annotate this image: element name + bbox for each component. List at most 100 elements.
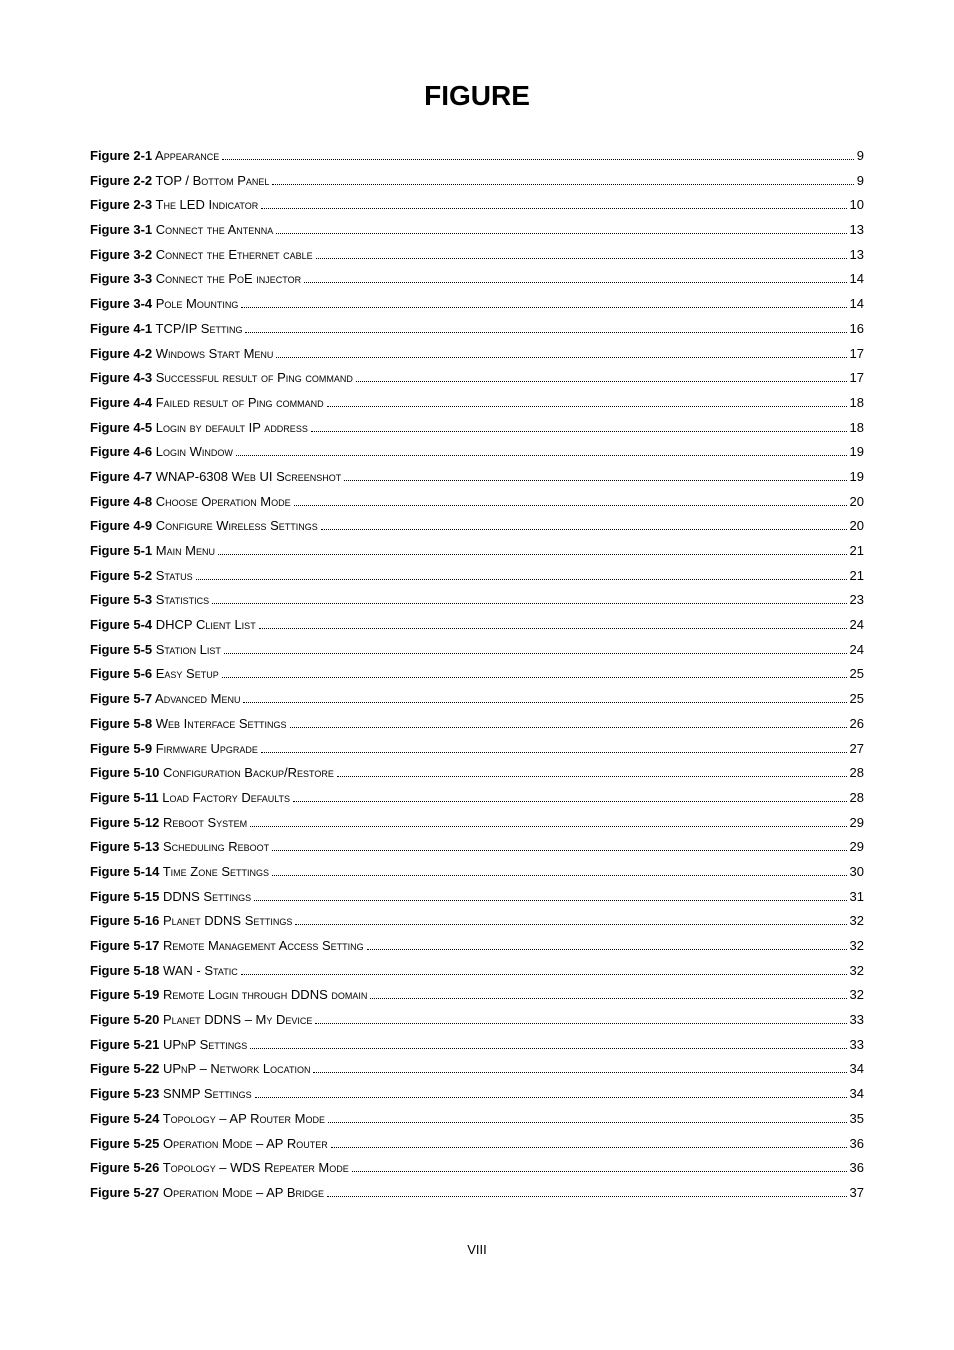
toc-leader-dots (337, 776, 847, 777)
toc-entry: Figure 4-1 TCP/IP Setting16 (90, 317, 864, 342)
toc-text: Topology – WDS Repeater Mode (159, 1160, 348, 1175)
toc-label: Figure 5-10 Configuration Backup/Restore (90, 761, 334, 786)
toc-leader-dots (276, 233, 846, 234)
toc-entry: Figure 3-1 Connect the Antenna13 (90, 218, 864, 243)
toc-text: Scheduling Reboot (159, 839, 269, 854)
toc-leader-dots (272, 850, 846, 851)
toc-leader-dots (243, 702, 846, 703)
toc-leader-dots (212, 603, 846, 604)
toc-leader-dots (352, 1171, 847, 1172)
toc-entry: Figure 5-7 Advanced Menu 25 (90, 687, 864, 712)
toc-entry: Figure 5-23 SNMP Settings34 (90, 1082, 864, 1107)
toc-entry: Figure 5-21 UPnP Settings33 (90, 1033, 864, 1058)
toc-page-number: 28 (850, 786, 864, 811)
toc-prefix: Figure 5-9 (90, 741, 152, 756)
toc-entry: Figure 4-3 Successful result of Ping com… (90, 366, 864, 391)
toc-page-number: 37 (850, 1181, 864, 1206)
toc-page-number: 24 (850, 638, 864, 663)
toc-prefix: Figure 5-22 (90, 1061, 159, 1076)
toc-page-number: 25 (850, 687, 864, 712)
toc-leader-dots (356, 381, 847, 382)
toc-entry: Figure 3-3 Connect the PoE injector14 (90, 267, 864, 292)
toc-page-number: 19 (850, 465, 864, 490)
toc-prefix: Figure 2-2 (90, 173, 152, 188)
toc-entry: Figure 4-9 Configure Wireless Settings20 (90, 514, 864, 539)
toc-page-number: 34 (850, 1057, 864, 1082)
toc-label: Figure 4-3 Successful result of Ping com… (90, 366, 353, 391)
toc-page-number: 29 (850, 811, 864, 836)
toc-page-number: 34 (850, 1082, 864, 1107)
toc-text: Topology – AP Router Mode (159, 1111, 325, 1126)
toc-prefix: Figure 5-25 (90, 1136, 159, 1151)
toc-leader-dots (370, 998, 846, 999)
toc-label: Figure 5-18 WAN - Static (90, 959, 238, 984)
toc-entry: Figure 4-8 Choose Operation Mode20 (90, 490, 864, 515)
toc-entry: Figure 5-24 Topology – AP Router Mode 35 (90, 1107, 864, 1132)
toc-prefix: Figure 3-2 (90, 247, 152, 262)
toc-prefix: Figure 5-7 (90, 691, 152, 706)
toc-leader-dots (294, 505, 847, 506)
toc-page-number: 9 (857, 169, 864, 194)
toc-entry: Figure 3-4 Pole Mounting14 (90, 292, 864, 317)
toc-page-number: 19 (850, 440, 864, 465)
toc-label: Figure 5-3 Statistics (90, 588, 209, 613)
toc-text: Time Zone Settings (159, 864, 269, 879)
toc-prefix: Figure 5-21 (90, 1037, 159, 1052)
toc-text: Configuration Backup/Restore (159, 765, 333, 780)
toc-prefix: Figure 3-4 (90, 296, 152, 311)
toc-prefix: Figure 5-13 (90, 839, 159, 854)
toc-leader-dots (321, 529, 847, 530)
toc-page-number: 21 (850, 564, 864, 589)
toc-entry: Figure 5-26 Topology – WDS Repeater Mode… (90, 1156, 864, 1181)
toc-text: Appearance (152, 148, 219, 163)
toc-leader-dots (295, 924, 846, 925)
toc-entry: Figure 5-4 DHCP Client List24 (90, 613, 864, 638)
toc-text: Firmware Upgrade (152, 741, 258, 756)
toc-text: Main Menu (152, 543, 215, 558)
toc-page-number: 32 (850, 934, 864, 959)
toc-prefix: Figure 4-7 (90, 469, 152, 484)
toc-label: Figure 3-2 Connect the Ethernet cable (90, 243, 313, 268)
toc-label: Figure 4-7 WNAP-6308 Web UI Screenshot (90, 465, 341, 490)
toc-prefix: Figure 4-6 (90, 444, 152, 459)
toc-label: Figure 5-2 Status (90, 564, 193, 589)
toc-entry: Figure 5-25 Operation Mode – AP Router36 (90, 1132, 864, 1157)
toc-leader-dots (327, 406, 847, 407)
toc-entry: Figure 2-1 Appearance9 (90, 144, 864, 169)
toc-label: Figure 5-8 Web Interface Settings (90, 712, 287, 737)
toc-page-number: 31 (850, 885, 864, 910)
toc-leader-dots (254, 900, 846, 901)
toc-page-number: 35 (850, 1107, 864, 1132)
toc-leader-dots (293, 801, 846, 802)
toc-entry: Figure 5-1 Main Menu21 (90, 539, 864, 564)
toc-leader-dots (304, 282, 846, 283)
toc-entry: Figure 5-12 Reboot System29 (90, 811, 864, 836)
toc-prefix: Figure 4-3 (90, 370, 152, 385)
toc-leader-dots (311, 431, 847, 432)
toc-page-number: 32 (850, 959, 864, 984)
toc-label: Figure 5-4 DHCP Client List (90, 613, 256, 638)
toc-text: Configure Wireless Settings (152, 518, 318, 533)
toc-prefix: Figure 5-24 (90, 1111, 159, 1126)
toc-label: Figure 5-7 Advanced Menu (90, 687, 240, 712)
toc-page-number: 25 (850, 662, 864, 687)
table-of-figures: Figure 2-1 Appearance9Figure 2-2 TOP / B… (90, 144, 864, 1206)
toc-label: Figure 2-1 Appearance (90, 144, 219, 169)
toc-leader-dots (261, 208, 846, 209)
toc-leader-dots (367, 949, 847, 950)
toc-text: Planet DDNS – My Device (159, 1012, 312, 1027)
toc-page-number: 20 (850, 490, 864, 515)
toc-text: WNAP-6308 Web UI Screenshot (152, 469, 341, 484)
toc-text: Login Window (152, 444, 233, 459)
toc-entry: Figure 4-5 Login by default IP address18 (90, 416, 864, 441)
toc-entry: Figure 5-13 Scheduling Reboot29 (90, 835, 864, 860)
toc-leader-dots (272, 184, 853, 185)
toc-prefix: Figure 5-26 (90, 1160, 159, 1175)
toc-text: Remote Login through DDNS domain (159, 987, 367, 1002)
toc-label: Figure 5-17 Remote Management Access Set… (90, 934, 364, 959)
toc-text: The LED Indicator (152, 197, 258, 212)
toc-leader-dots (236, 455, 847, 456)
toc-page-number: 23 (850, 588, 864, 613)
toc-page-number: 36 (850, 1132, 864, 1157)
toc-leader-dots (316, 258, 847, 259)
